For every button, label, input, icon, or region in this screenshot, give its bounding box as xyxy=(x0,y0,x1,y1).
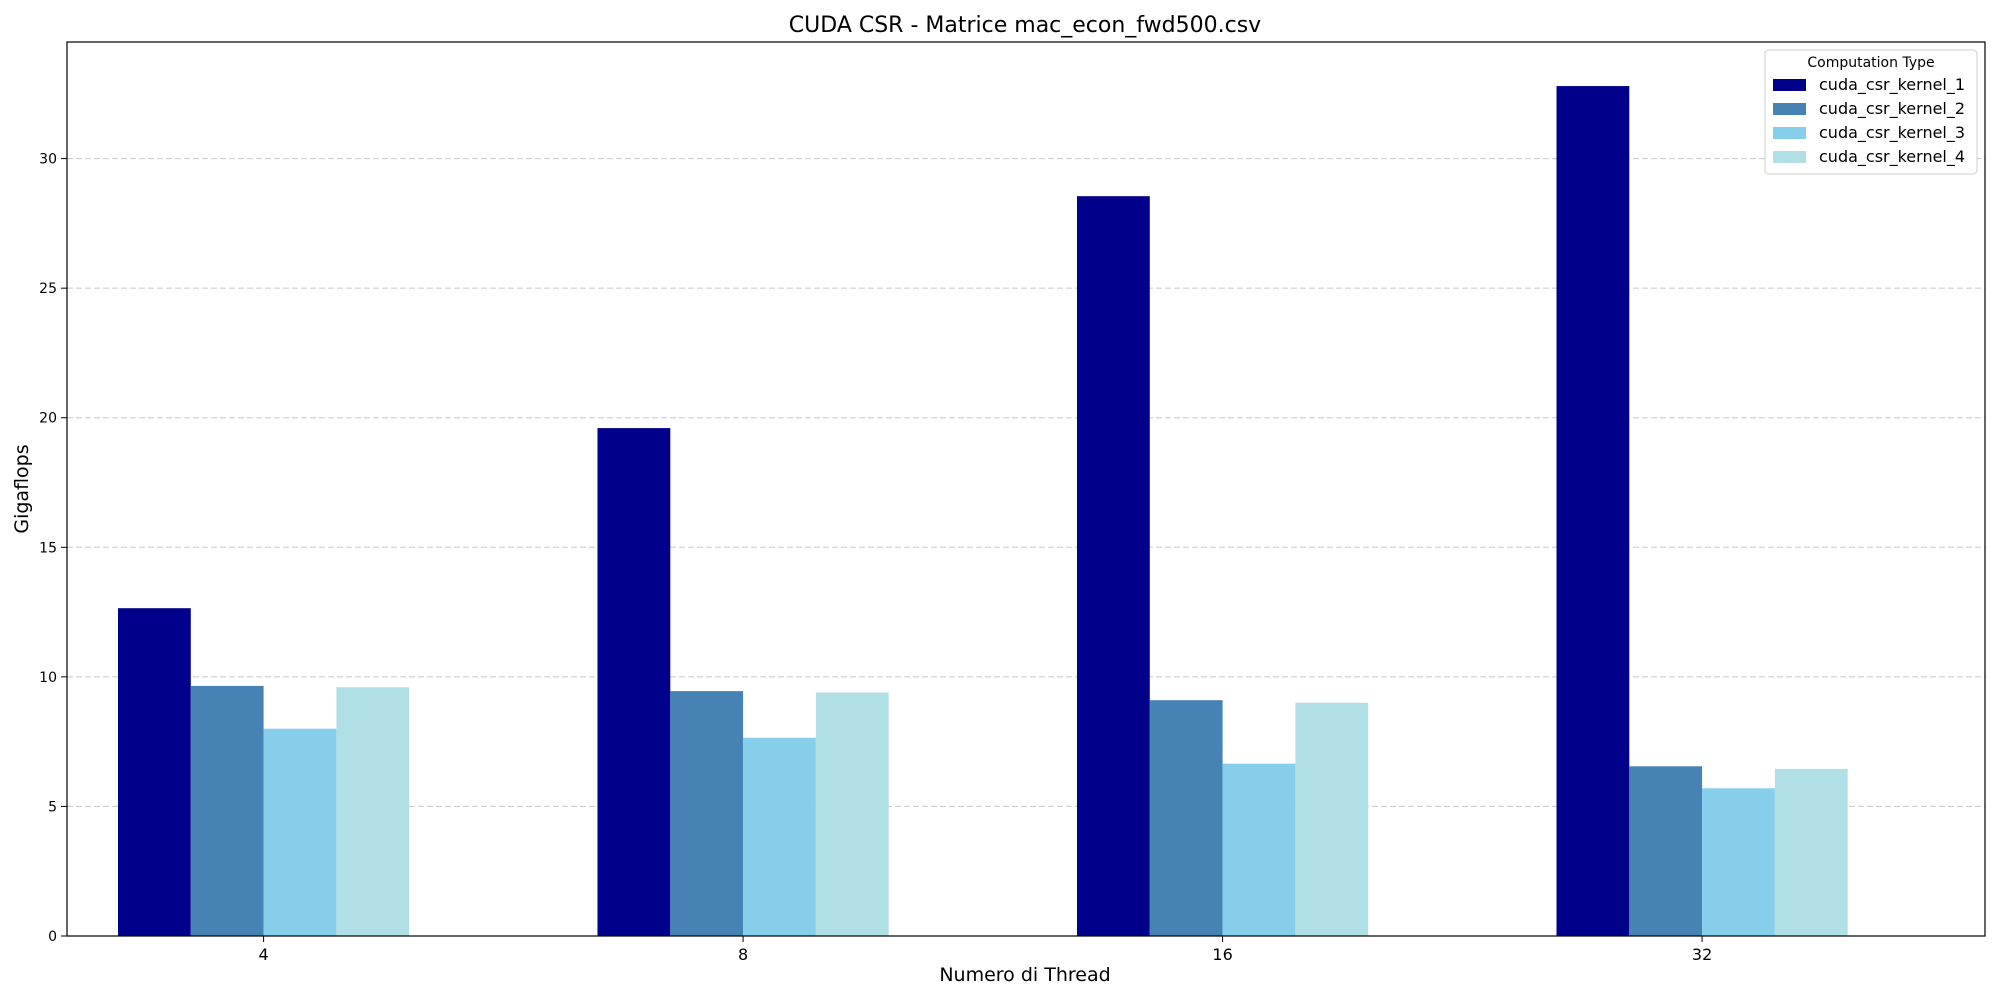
bar-cuda_csr_kernel_3-8 xyxy=(743,737,816,936)
bar-cuda_csr_kernel_2-4 xyxy=(190,685,264,936)
legend-title: Computation Type xyxy=(1807,55,1934,71)
x-axis: 4 8 16 32 xyxy=(259,936,1712,964)
bar-cuda_csr_kernel_1-4 xyxy=(117,608,191,936)
plot-frame xyxy=(66,41,1986,937)
bar-cuda_csr_kernel_1-32 xyxy=(1556,86,1630,936)
legend-box xyxy=(1764,49,1978,175)
bar-cuda_csr_kernel_2-8 xyxy=(670,691,744,936)
legend-label: cuda_csr_kernel_2 xyxy=(1819,99,1965,119)
bar-cuda_csr_kernel_4-8 xyxy=(815,692,889,936)
bar-cuda_csr_kernel_4-4 xyxy=(336,687,410,936)
legend-label: cuda_csr_kernel_3 xyxy=(1819,123,1965,143)
bar-cuda_csr_kernel_3-4 xyxy=(263,728,337,936)
bar-cuda_csr_kernel_1-16 xyxy=(1076,196,1150,936)
bar-cuda_csr_kernel_2-16 xyxy=(1149,700,1223,936)
legend-swatch xyxy=(1773,127,1806,139)
x-tick-label: 4 xyxy=(259,945,269,964)
y-tick-label: 30 xyxy=(39,152,57,168)
y-tick-label: 5 xyxy=(48,799,57,815)
x-tick-label: 32 xyxy=(1692,945,1712,964)
y-tick-label: 20 xyxy=(39,411,57,427)
bar-cuda_csr_kernel_3-32 xyxy=(1702,788,1775,936)
bars xyxy=(117,86,1848,936)
bar-cuda_csr_kernel_4-16 xyxy=(1295,702,1369,936)
y-axis: 0 5 10 15 20 25 30 xyxy=(39,152,67,945)
bar-cuda_csr_kernel_2-32 xyxy=(1629,766,1703,936)
bar-cuda_csr_kernel_3-16 xyxy=(1222,763,1296,936)
y-tick-label: 0 xyxy=(48,929,57,945)
y-tick-label: 10 xyxy=(39,670,57,686)
y-axis-label: Gigaflops xyxy=(11,444,33,533)
y-tick-label: 15 xyxy=(39,540,57,556)
x-axis-label: Numero di Thread xyxy=(939,964,1110,986)
x-tick-label: 16 xyxy=(1212,945,1232,964)
legend-swatch xyxy=(1773,103,1806,115)
legend-swatch xyxy=(1773,79,1806,91)
y-tick-label: 25 xyxy=(39,281,57,297)
legend: Computation Type cuda_csr_kernel_1 cuda_cs… xyxy=(1764,49,1978,175)
legend-swatch xyxy=(1773,151,1806,163)
bar-cuda_csr_kernel_1-8 xyxy=(597,428,671,936)
chart-title: CUDA CSR - Matrice mac_econ_fwd500.csv xyxy=(789,13,1261,38)
legend-label: cuda_csr_kernel_1 xyxy=(1819,75,1965,95)
bar-cuda_csr_kernel_4-32 xyxy=(1774,768,1848,936)
x-tick-label: 8 xyxy=(738,945,748,964)
legend-label: cuda_csr_kernel_4 xyxy=(1819,147,1965,167)
